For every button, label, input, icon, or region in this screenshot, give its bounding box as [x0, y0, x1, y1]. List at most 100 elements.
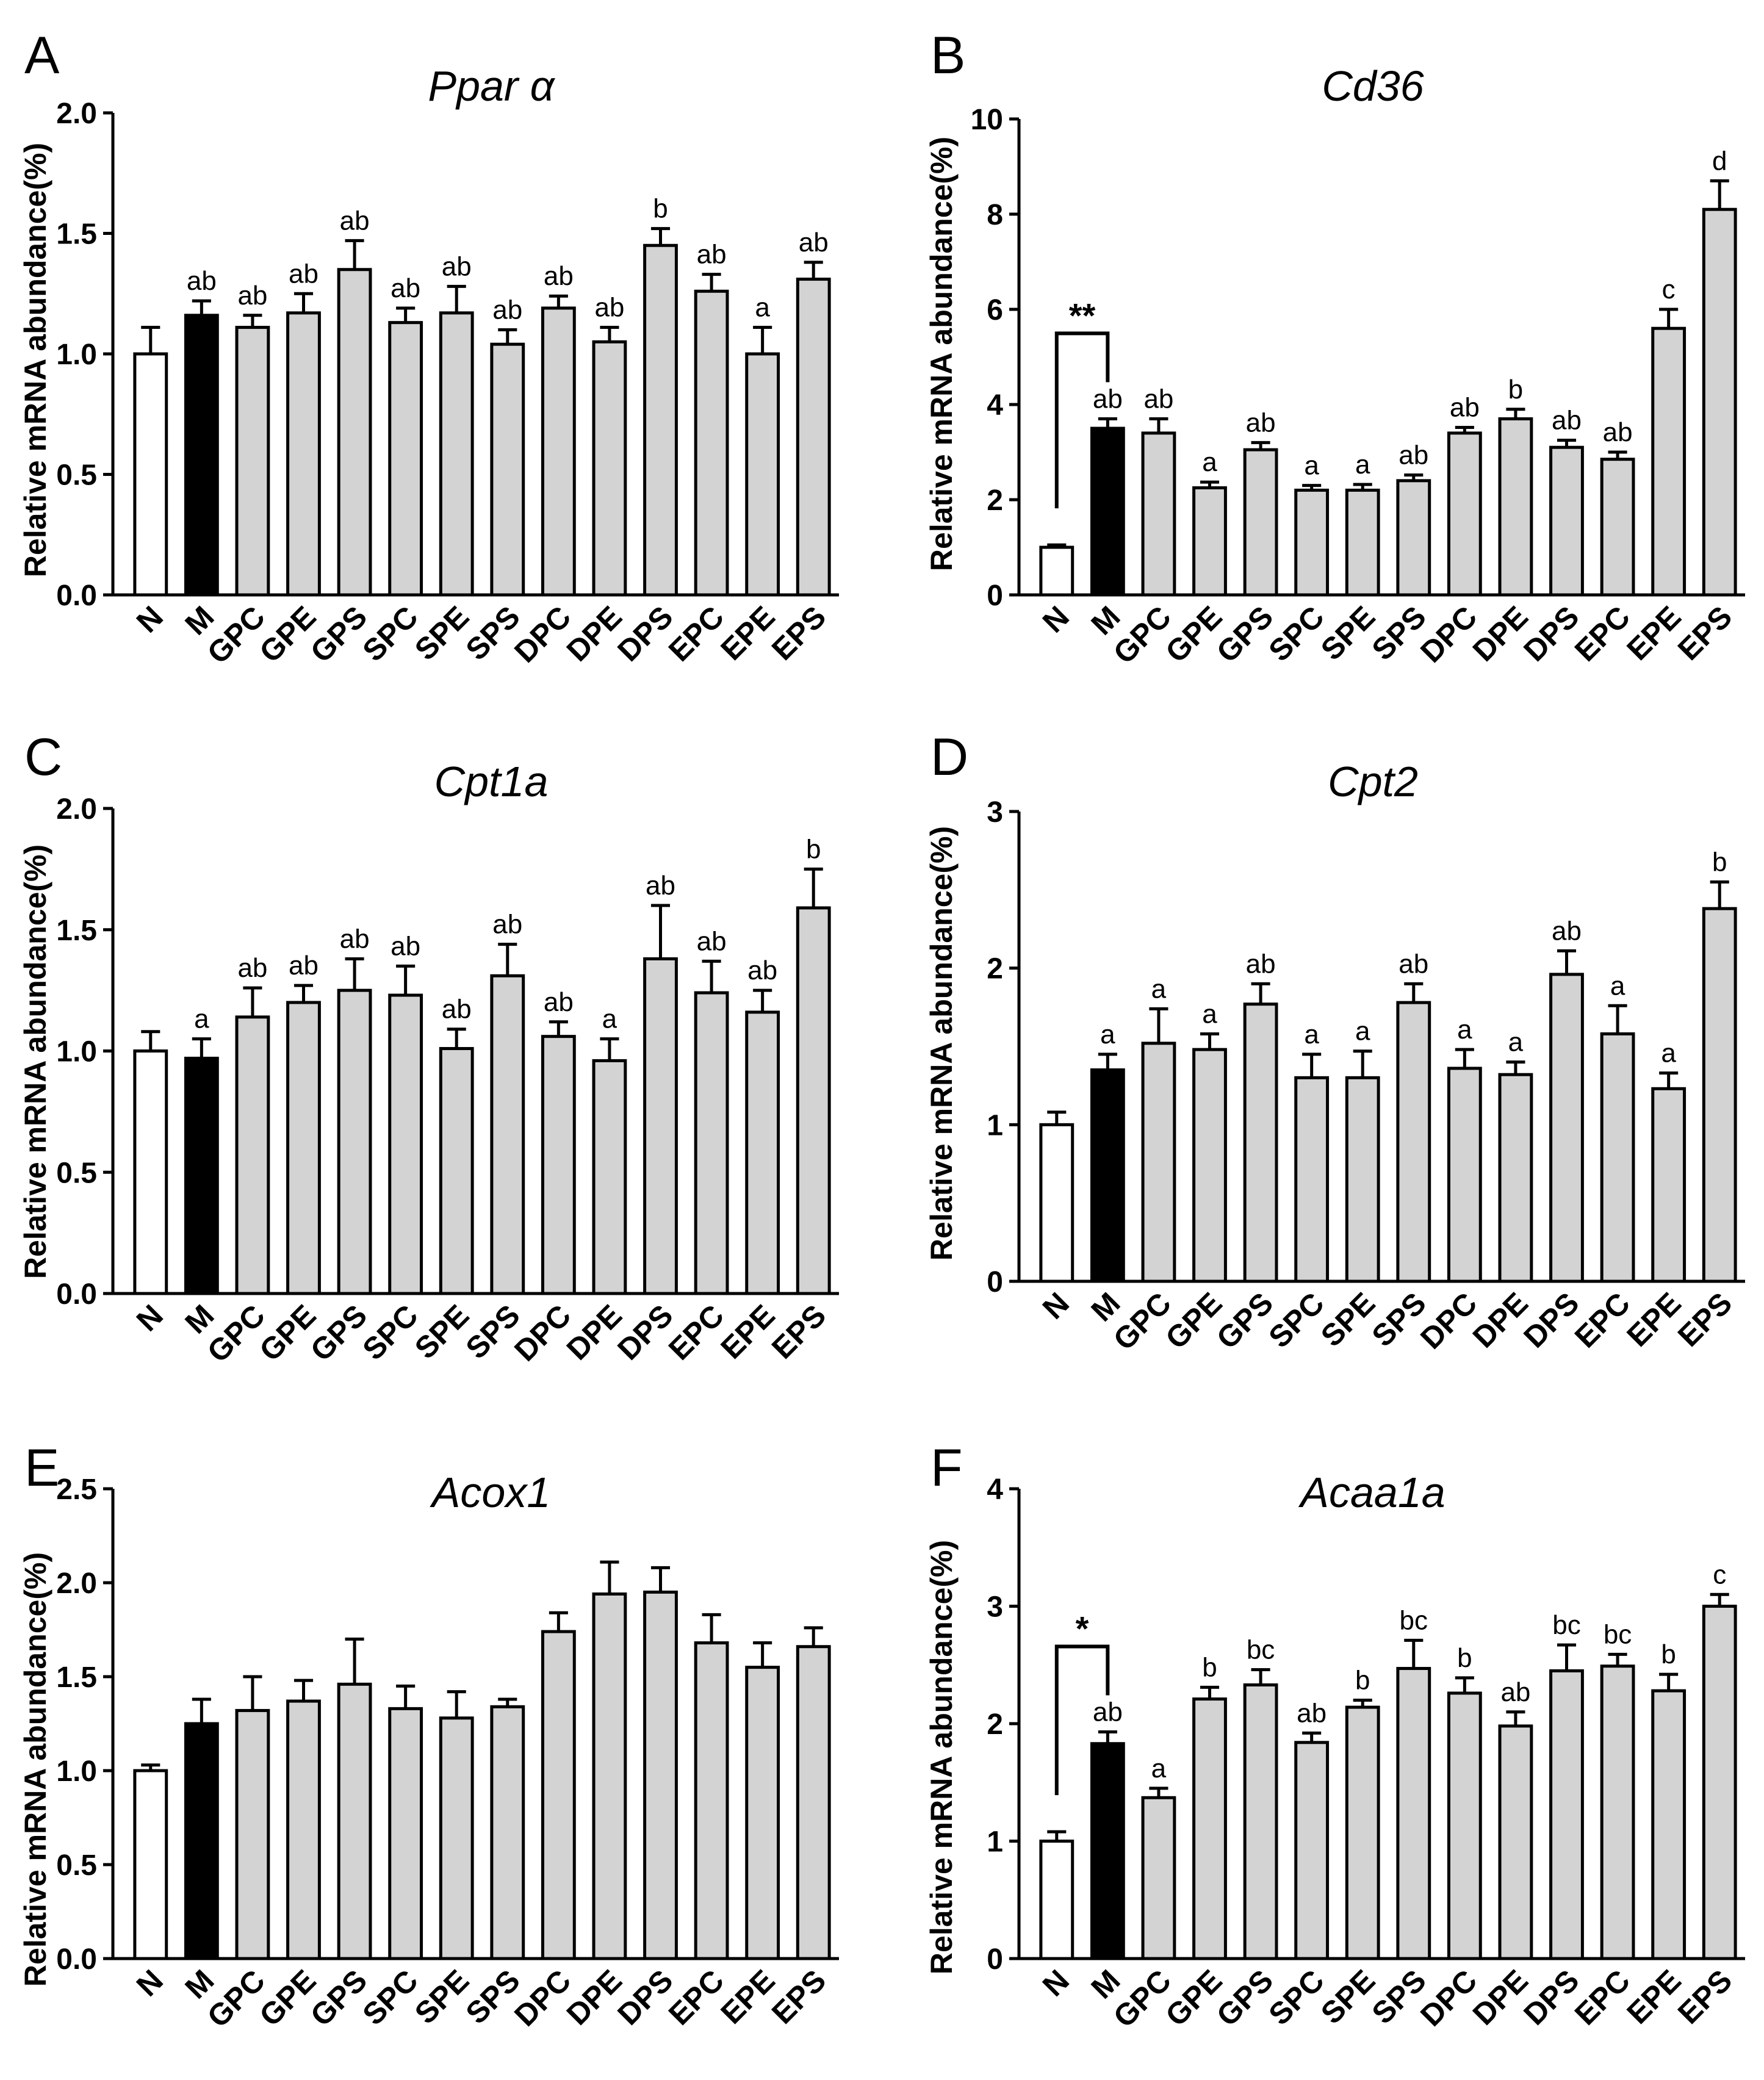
bar-m [184, 1722, 219, 1960]
panel-letter-f: F [931, 1439, 963, 1497]
x-tick-label: GPS [1210, 1286, 1280, 1356]
x-tick-label: SPC [1262, 1963, 1330, 2032]
bar-sps [1396, 1001, 1431, 1283]
bar-gps [1243, 448, 1278, 597]
x-tick-label: DPE [560, 600, 628, 668]
significance-letter: d [1712, 146, 1727, 176]
x-tick-label: DPC [1414, 1286, 1483, 1356]
bar-gps [337, 988, 372, 1295]
significance-letter: b [1457, 1643, 1472, 1673]
plot-area-c: 0.00.51.01.52.0NaMabGPCabGPEabGPSabSPCab… [56, 793, 839, 1369]
significance-letter: ab [1552, 406, 1582, 436]
x-tick-label: EPC [662, 1963, 730, 2032]
panel-letter-d: D [931, 728, 968, 786]
bar-dpc [541, 1630, 576, 1960]
x-tick-label: GPE [1159, 1963, 1228, 2033]
y-tick-label: 3 [987, 796, 1003, 829]
bar-dpc [541, 306, 576, 597]
x-tick-label: N [1036, 600, 1076, 639]
x-tick-label: DPS [611, 1298, 679, 1367]
bar-spe [1345, 488, 1380, 597]
chart-title-b: Cd36 [1322, 62, 1424, 110]
bar-sps [1396, 1667, 1431, 1960]
y-tick-label: 0 [987, 1943, 1003, 1976]
significance-letter: ab [1450, 392, 1480, 422]
bar-n [1039, 1123, 1075, 1283]
bar-eps [796, 1645, 831, 1960]
plot-area-f: 01234NabMaGPCbGPEbcGPSabSPCbSPEbcSPSbDPC… [987, 1474, 1745, 2034]
x-tick-label: N [1036, 1963, 1076, 2003]
significance-bracket [1054, 331, 1110, 509]
significance-letter: ab [340, 206, 370, 236]
significance-letter: ab [1297, 1698, 1327, 1728]
x-tick-label: SPE [408, 1963, 475, 2031]
significance-letter: ab [289, 951, 319, 981]
y-tick-label: 0.5 [56, 1157, 97, 1189]
plot-area-b: 0246810NabMabGPCaGPEabGPSaSPCaSPEabSPSab… [971, 104, 1745, 671]
significance-letter: a [1151, 1754, 1167, 1783]
x-tick-label: EPS [765, 1298, 832, 1366]
x-tick-label: GPE [253, 600, 322, 669]
bar-epe [745, 1010, 780, 1295]
significance-letter: a [1661, 1038, 1676, 1068]
significance-letter: c [1713, 1560, 1726, 1589]
plot-area-a: 0.00.51.01.52.0NabMabGPCabGPEabGPSabSPCa… [56, 98, 839, 671]
significance-letter: ab [289, 259, 319, 289]
x-tick-label: EPE [1620, 1286, 1687, 1353]
x-tick-label: DPS [1517, 1963, 1585, 2032]
plot-area-d: 0123NaMaGPCaGPEabGPSaSPCaSPEabSPSaDPCaDP… [987, 796, 1745, 1357]
significance-stars: ** [1069, 296, 1096, 334]
bar-gpe [286, 1699, 321, 1960]
bar-spe [439, 311, 474, 597]
bar-gps [337, 268, 372, 597]
bar-epc [694, 1641, 729, 1960]
y-tick-label: 1.5 [56, 1661, 97, 1694]
bar-epc [1600, 1032, 1635, 1283]
y-tick-label: 0.5 [56, 1849, 97, 1882]
bar-m [1090, 1068, 1125, 1283]
chart-title-c: Cpt1a [434, 758, 549, 805]
x-tick-label: GPS [304, 600, 373, 669]
bar-spe [439, 1047, 474, 1295]
y-tick-label: 0.0 [56, 580, 97, 612]
bar-epc [1600, 458, 1635, 597]
significance-letter: a [1202, 999, 1217, 1029]
y-tick-label: 1.5 [56, 218, 97, 251]
x-tick-label: GPS [1210, 1963, 1280, 2033]
x-tick-label: GPS [1210, 600, 1280, 669]
significance-letter: ab [799, 228, 829, 257]
significance-letter: ab [646, 871, 675, 901]
y-tick-label: 1.0 [56, 339, 97, 371]
plot-area-e: 0.00.51.01.52.02.5N MGPCGPEGPSSPCSPESPSDP… [56, 1474, 839, 2034]
bar-dps [643, 243, 678, 597]
significance-letter: a [1610, 971, 1625, 1001]
bar-gpc [1141, 1796, 1176, 1960]
panel-b: B Cd36 Relative mRNA abundance(%) 0 2 4 6 8 1… [924, 26, 1745, 671]
y-tick-label: 4 [987, 1474, 1003, 1506]
bar-gps [1243, 1683, 1278, 1960]
x-tick-label: GPC [1107, 1963, 1178, 2034]
bar-spc [1294, 1741, 1330, 1960]
x-tick-label: SPE [1314, 600, 1381, 667]
significance-letter: ab [1246, 949, 1276, 979]
x-tick-label: DPS [1517, 600, 1585, 668]
significance-letter: a [602, 1004, 617, 1034]
y-tick-label: 2.0 [56, 98, 97, 130]
y-tick-label: 2 [987, 1708, 1003, 1741]
x-tick-label: SPE [1314, 1286, 1381, 1353]
x-tick-label: EPE [714, 600, 781, 667]
x-tick-label: EPE [714, 1298, 781, 1366]
x-tick-label: SPE [408, 600, 475, 667]
bar-eps [796, 278, 831, 597]
x-tick-label: GPC [201, 1298, 272, 1369]
x-tick-label: EPS [1671, 1963, 1738, 2031]
x-tick-label: SPC [1262, 600, 1330, 668]
bar-gpc [1141, 1042, 1176, 1283]
bar-spc [388, 321, 423, 597]
x-tick-label: EPC [1568, 1963, 1636, 2032]
x-tick-label: DPS [611, 1963, 679, 2032]
significance-letter: ab [492, 910, 522, 940]
significance-letter: b [1661, 1639, 1676, 1669]
bar-spc [388, 993, 423, 1295]
bar-gpc [235, 1015, 270, 1295]
